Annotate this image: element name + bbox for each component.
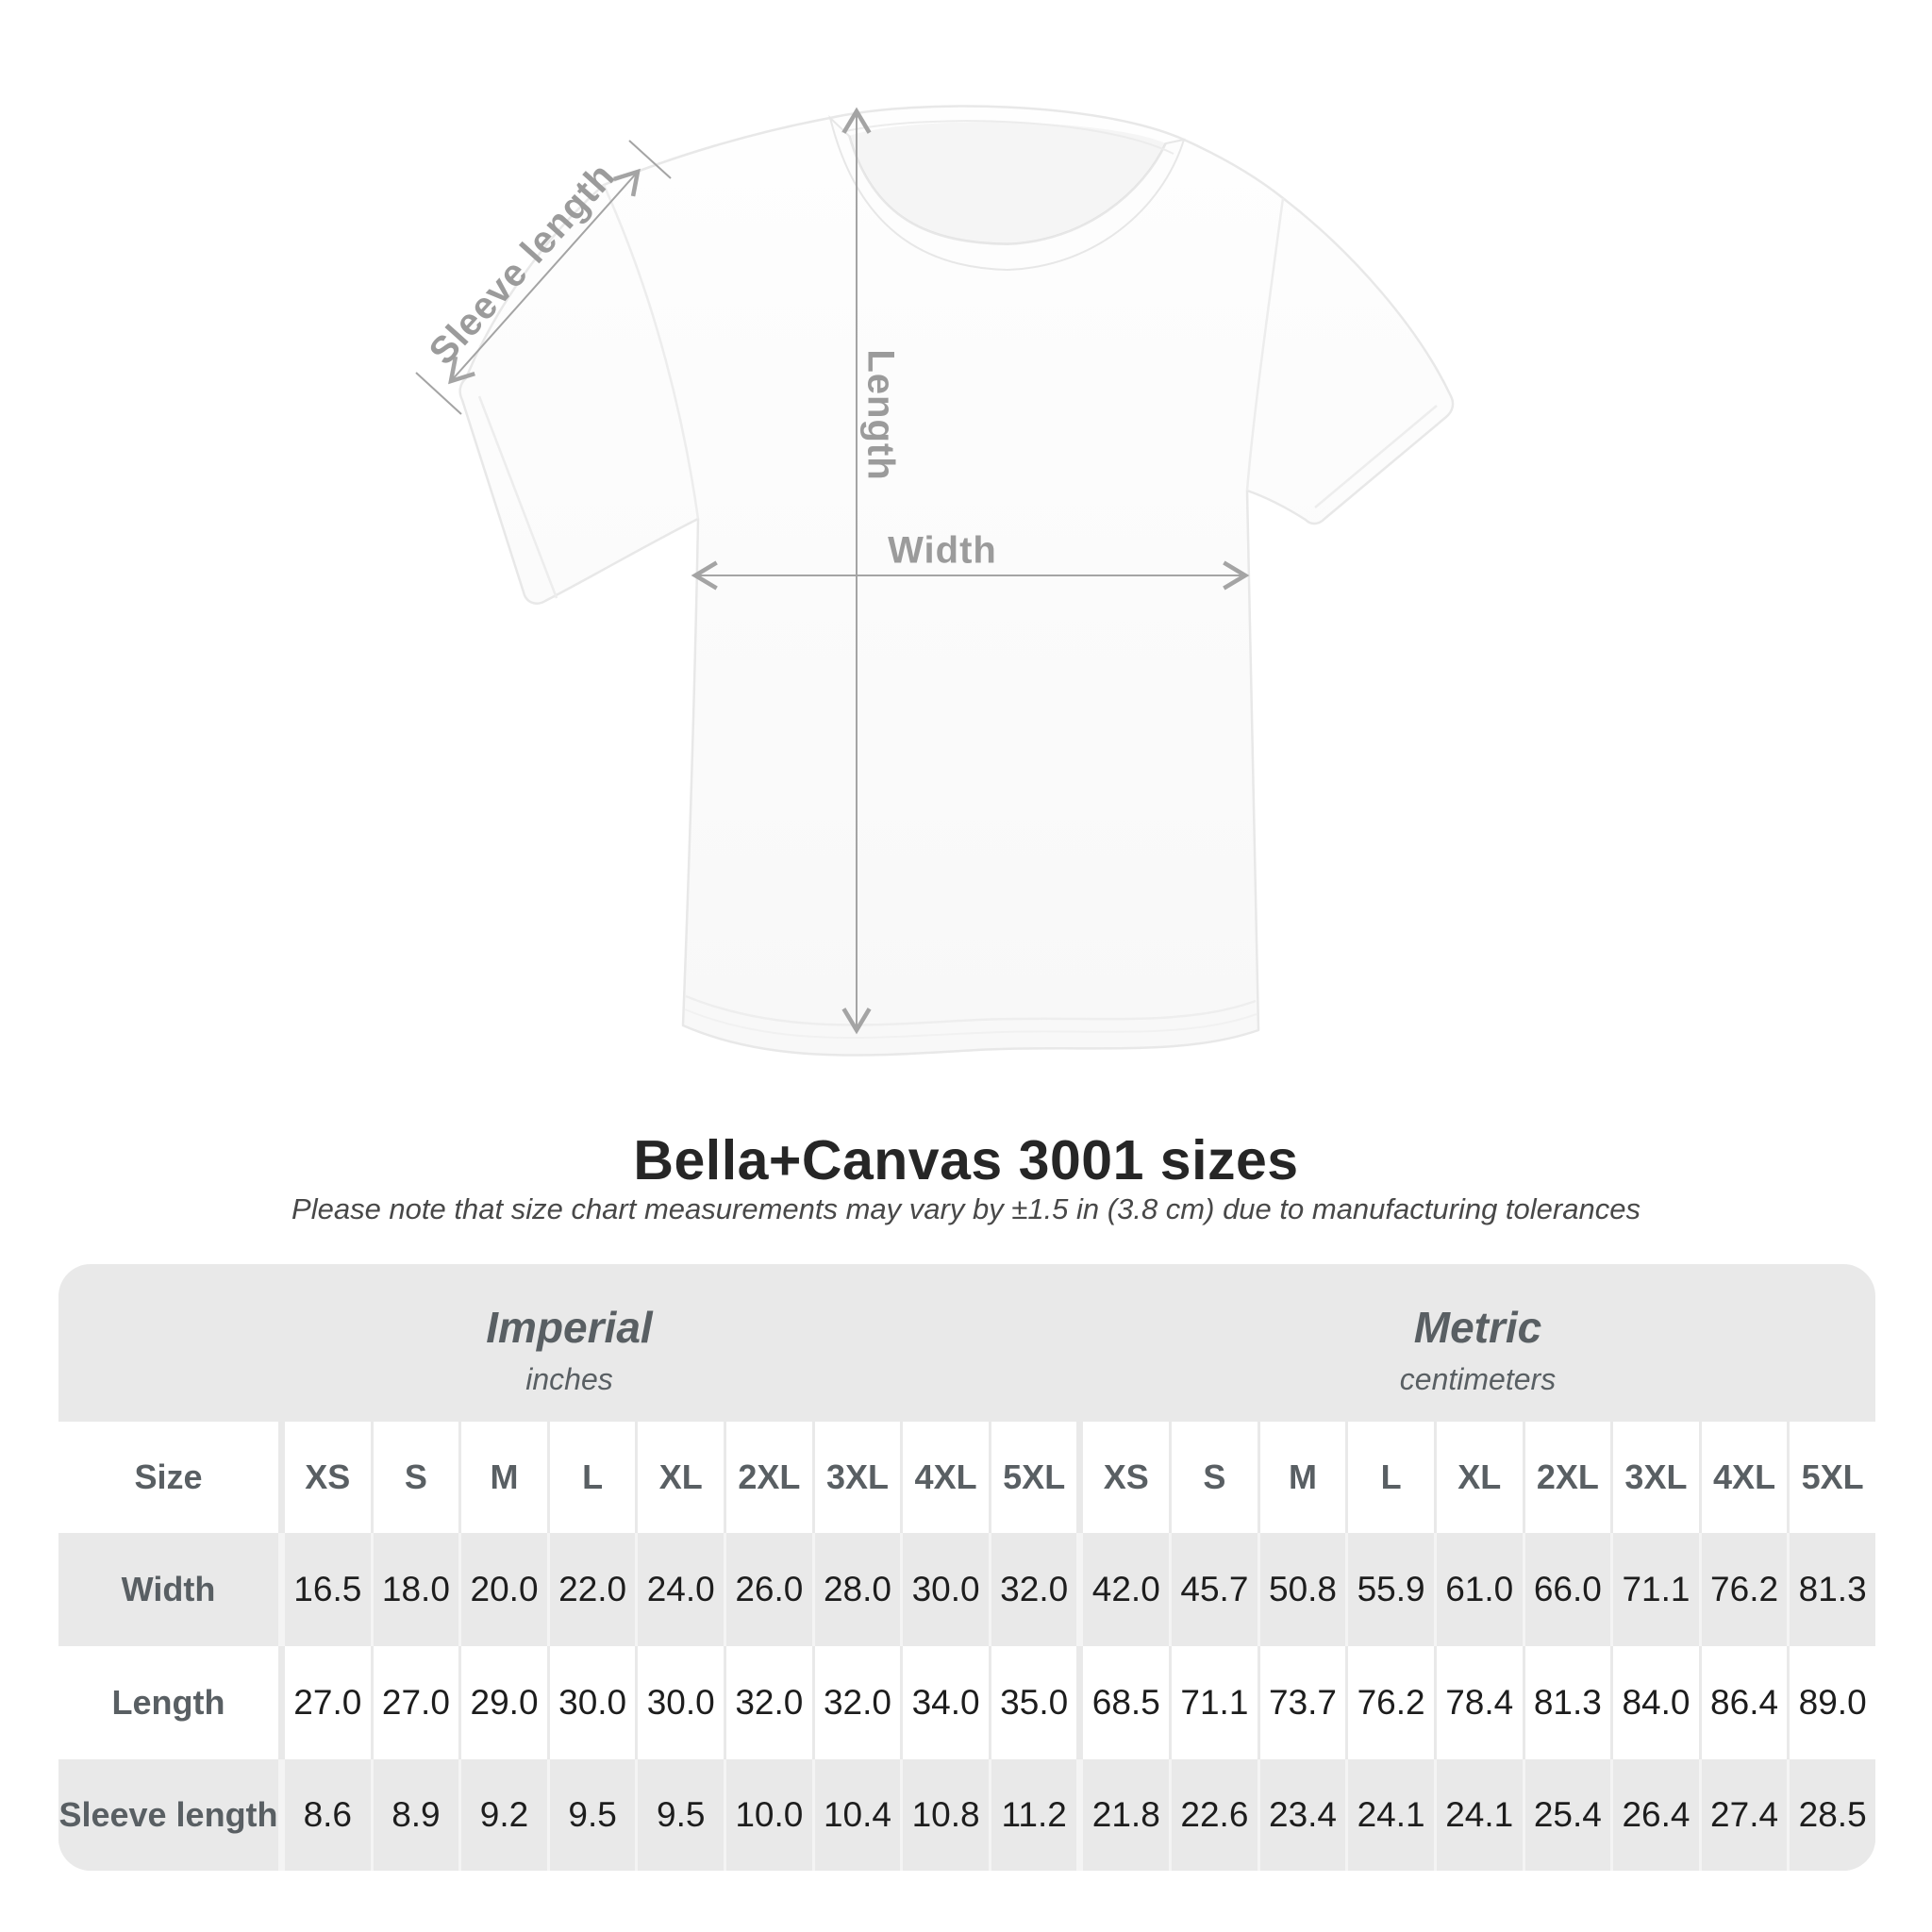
length-metric-4xl: 86.4 <box>1702 1646 1790 1759</box>
col-header-metric-2xl: 2XL <box>1525 1422 1614 1533</box>
table-row-width: Width 16.5 18.0 20.0 22.0 24.0 26.0 28.0… <box>58 1533 1875 1646</box>
length-metric-3xl: 84.0 <box>1613 1646 1702 1759</box>
width-metric-l: 55.9 <box>1348 1533 1437 1646</box>
sleeve-length-arrow <box>415 140 672 415</box>
sleeve-imperial-xl: 9.5 <box>638 1759 727 1871</box>
length-imperial-4xl: 34.0 <box>903 1646 991 1759</box>
width-metric-2xl: 66.0 <box>1525 1533 1614 1646</box>
width-dimension-label: Width <box>888 529 997 572</box>
row-label-sleeve-length: Sleeve length <box>58 1759 285 1871</box>
length-imperial-xs: 27.0 <box>285 1646 374 1759</box>
tshirt-graphic <box>458 105 1455 1057</box>
width-metric-3xl: 71.1 <box>1613 1533 1702 1646</box>
col-header-metric-xl: XL <box>1437 1422 1525 1533</box>
col-header-imperial-xl: XL <box>638 1422 727 1533</box>
sleeve-imperial-s: 8.9 <box>374 1759 462 1871</box>
width-imperial-3xl: 28.0 <box>815 1533 904 1646</box>
sleeve-imperial-5xl: 11.2 <box>991 1759 1084 1871</box>
row-label-width: Width <box>58 1533 285 1646</box>
sleeve-metric-4xl: 27.4 <box>1702 1759 1790 1871</box>
width-imperial-l: 22.0 <box>550 1533 639 1646</box>
metric-group-header: Metric centimeters <box>1080 1264 1875 1422</box>
length-metric-5xl: 89.0 <box>1798 1683 1867 1722</box>
table-row-length: Length 27.0 27.0 29.0 30.0 30.0 32.0 32.… <box>58 1646 1875 1759</box>
imperial-group-unit: inches <box>525 1362 613 1396</box>
sleeve-metric-m: 23.4 <box>1260 1759 1349 1871</box>
sleeve-metric-s: 22.6 <box>1172 1759 1260 1871</box>
imperial-group-label: Imperial <box>486 1303 653 1352</box>
width-metric-4xl: 76.2 <box>1702 1533 1790 1646</box>
col-header-imperial-2xl: 2XL <box>726 1422 815 1533</box>
col-header-imperial-l: L <box>550 1422 639 1533</box>
length-imperial-xl: 30.0 <box>638 1646 727 1759</box>
length-imperial-5xl: 35.0 <box>991 1646 1084 1759</box>
length-imperial-l: 30.0 <box>550 1646 639 1759</box>
col-header-imperial-4xl: 4XL <box>903 1422 991 1533</box>
sleeve-imperial-3xl: 10.4 <box>815 1759 904 1871</box>
length-metric-2xl: 81.3 <box>1525 1646 1614 1759</box>
length-metric-m: 73.7 <box>1260 1646 1349 1759</box>
sleeve-imperial-4xl: 10.8 <box>903 1759 991 1871</box>
tshirt-diagram-svg <box>415 105 1455 1057</box>
col-header-imperial-xs: XS <box>285 1422 374 1533</box>
size-table: Imperial inches Metric centimeters Size … <box>58 1264 1875 1871</box>
unit-group-band: Imperial inches Metric centimeters <box>58 1264 1875 1422</box>
length-metric-l: 76.2 <box>1348 1646 1437 1759</box>
width-metric-5xl: 81.3 <box>1798 1570 1867 1608</box>
page-title: Bella+Canvas 3001 sizes <box>633 1129 1299 1191</box>
length-imperial-2xl: 32.0 <box>726 1646 815 1759</box>
size-column-header: Size <box>58 1422 285 1533</box>
col-header-metric-xs: XS <box>1083 1422 1173 1533</box>
sleeve-metric-5xl: 28.5 <box>1798 1795 1867 1834</box>
width-imperial-5xl: 32.0 <box>991 1533 1084 1646</box>
width-imperial-xl: 24.0 <box>638 1533 727 1646</box>
size-header-row: Size XS S M L XL 2XL 3XL 4XL 5XL XS S M … <box>58 1422 1875 1533</box>
length-dimension-label: Length <box>859 349 902 481</box>
sleeve-metric-xl: 24.1 <box>1437 1759 1525 1871</box>
length-imperial-s: 27.0 <box>374 1646 462 1759</box>
row-label-length: Length <box>58 1646 285 1759</box>
width-imperial-m: 20.0 <box>461 1533 550 1646</box>
width-metric-xl: 61.0 <box>1437 1533 1525 1646</box>
sleeve-metric-l: 24.1 <box>1348 1759 1437 1871</box>
col-header-imperial-s: S <box>374 1422 462 1533</box>
width-metric-m: 50.8 <box>1260 1533 1349 1646</box>
table-row-sleeve-length: Sleeve length 8.6 8.9 9.2 9.5 9.5 10.0 1… <box>58 1759 1875 1871</box>
width-metric-s: 45.7 <box>1172 1533 1260 1646</box>
metric-group-unit: centimeters <box>1399 1362 1557 1396</box>
length-metric-xs: 68.5 <box>1083 1646 1173 1759</box>
col-header-imperial-5xl: 5XL <box>991 1422 1084 1533</box>
length-metric-s: 71.1 <box>1172 1646 1260 1759</box>
page-subtitle: Please note that size chart measurements… <box>291 1192 1641 1225</box>
length-metric-xl: 78.4 <box>1437 1646 1525 1759</box>
length-imperial-3xl: 32.0 <box>815 1646 904 1759</box>
col-header-metric-3xl: 3XL <box>1613 1422 1702 1533</box>
col-header-metric-5xl: 5XL <box>1801 1457 1864 1496</box>
metric-group-label: Metric <box>1413 1303 1542 1352</box>
width-imperial-4xl: 30.0 <box>903 1533 991 1646</box>
sleeve-imperial-l: 9.5 <box>550 1759 639 1871</box>
col-header-imperial-3xl: 3XL <box>815 1422 904 1533</box>
sleeve-metric-2xl: 25.4 <box>1525 1759 1614 1871</box>
sleeve-imperial-m: 9.2 <box>461 1759 550 1871</box>
length-imperial-m: 29.0 <box>461 1646 550 1759</box>
col-header-metric-4xl: 4XL <box>1702 1422 1790 1533</box>
sleeve-metric-3xl: 26.4 <box>1613 1759 1702 1871</box>
width-imperial-2xl: 26.0 <box>726 1533 815 1646</box>
col-header-imperial-m: M <box>461 1422 550 1533</box>
col-header-metric-s: S <box>1172 1422 1260 1533</box>
sleeve-metric-xs: 21.8 <box>1083 1759 1173 1871</box>
sleeve-imperial-xs: 8.6 <box>285 1759 374 1871</box>
col-header-metric-l: L <box>1348 1422 1437 1533</box>
imperial-group-header: Imperial inches <box>58 1264 1080 1422</box>
width-imperial-s: 18.0 <box>374 1533 462 1646</box>
sleeve-imperial-2xl: 10.0 <box>726 1759 815 1871</box>
width-metric-xs: 42.0 <box>1083 1533 1173 1646</box>
width-imperial-xs: 16.5 <box>285 1533 374 1646</box>
col-header-metric-m: M <box>1260 1422 1349 1533</box>
